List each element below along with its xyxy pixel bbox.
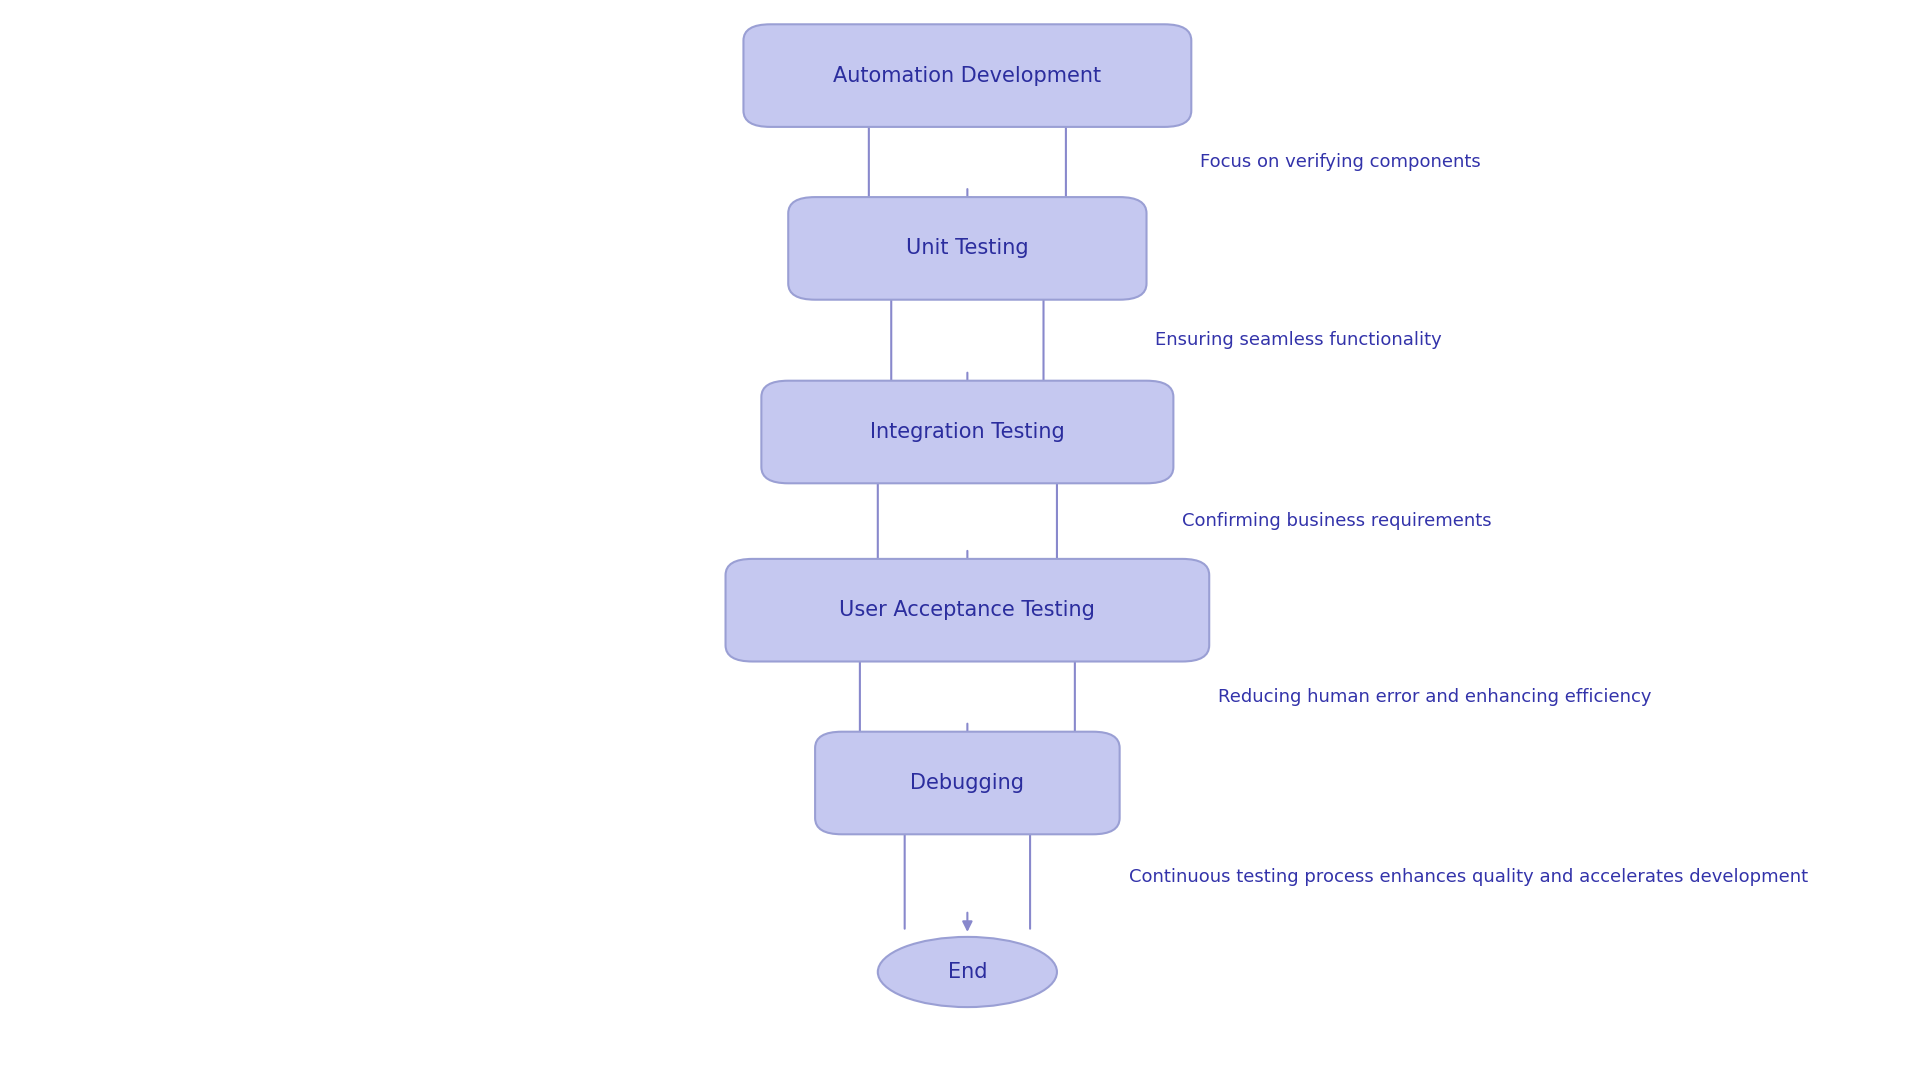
Text: Integration Testing: Integration Testing [870,422,1066,442]
Text: Confirming business requirements: Confirming business requirements [1183,512,1492,530]
Text: End: End [948,962,987,982]
Text: Debugging: Debugging [910,773,1025,793]
Text: Reducing human error and enhancing efficiency: Reducing human error and enhancing effic… [1217,688,1651,705]
Text: User Acceptance Testing: User Acceptance Testing [839,600,1094,620]
Text: Unit Testing: Unit Testing [906,239,1029,258]
FancyBboxPatch shape [789,197,1146,299]
FancyBboxPatch shape [743,24,1190,126]
FancyBboxPatch shape [726,559,1210,661]
FancyBboxPatch shape [816,732,1119,834]
Ellipse shape [877,936,1056,1007]
Text: Ensuring seamless functionality: Ensuring seamless functionality [1156,332,1442,349]
Text: Continuous testing process enhances quality and accelerates development: Continuous testing process enhances qual… [1129,868,1809,887]
FancyBboxPatch shape [762,381,1173,483]
Text: Focus on verifying components: Focus on verifying components [1200,153,1480,171]
Text: Automation Development: Automation Development [833,66,1102,85]
